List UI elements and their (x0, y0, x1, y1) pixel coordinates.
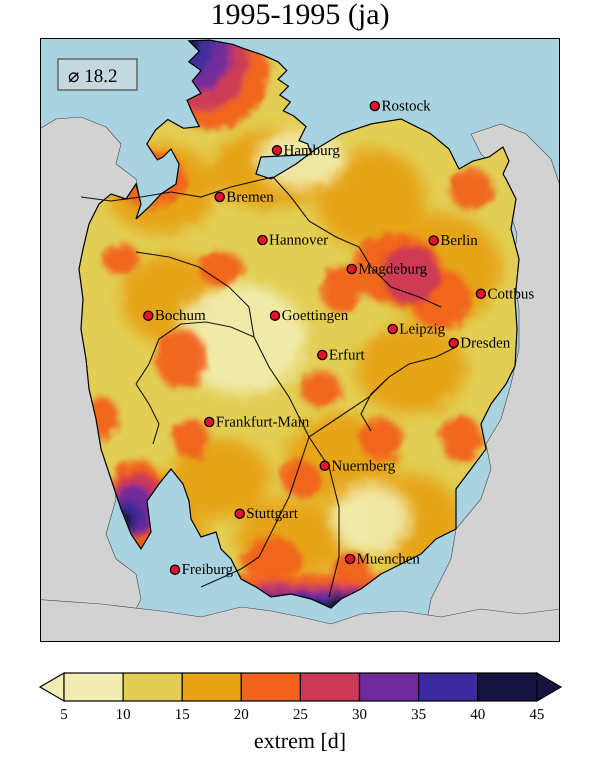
svg-text:40: 40 (470, 707, 485, 723)
svg-text:Stuttgart: Stuttgart (246, 506, 298, 522)
svg-text:10: 10 (116, 707, 131, 723)
svg-text:Cottbus: Cottbus (488, 286, 535, 302)
svg-text:25: 25 (293, 707, 308, 723)
svg-text:Muenchen: Muenchen (357, 552, 421, 568)
svg-text:Magdeburg: Magdeburg (358, 262, 427, 278)
svg-text:15: 15 (175, 707, 190, 723)
svg-text:Hamburg: Hamburg (284, 143, 341, 159)
svg-text:20: 20 (234, 707, 249, 723)
svg-text:extrem [d]: extrem [d] (254, 728, 346, 753)
svg-text:Nuernberg: Nuernberg (331, 458, 395, 474)
svg-text:Rostock: Rostock (382, 99, 432, 115)
svg-text:Dresden: Dresden (460, 336, 510, 352)
svg-text:Goettingen: Goettingen (282, 308, 349, 324)
svg-text:Frankfurt-Main: Frankfurt-Main (216, 415, 310, 431)
svg-text:30: 30 (352, 707, 367, 723)
svg-text:Erfurt: Erfurt (329, 348, 366, 364)
svg-text:Hannover: Hannover (269, 233, 328, 249)
svg-text:35: 35 (411, 707, 426, 723)
svg-text:Leipzig: Leipzig (399, 322, 445, 338)
svg-text:Berlin: Berlin (440, 233, 478, 249)
svg-text:Freiburg: Freiburg (182, 562, 234, 578)
svg-text:Bremen: Bremen (226, 190, 274, 206)
svg-text:Bochum: Bochum (155, 308, 206, 324)
svg-text:⌀ 18.2: ⌀ 18.2 (68, 66, 117, 87)
svg-text:45: 45 (529, 707, 544, 723)
svg-text:5: 5 (60, 707, 68, 723)
